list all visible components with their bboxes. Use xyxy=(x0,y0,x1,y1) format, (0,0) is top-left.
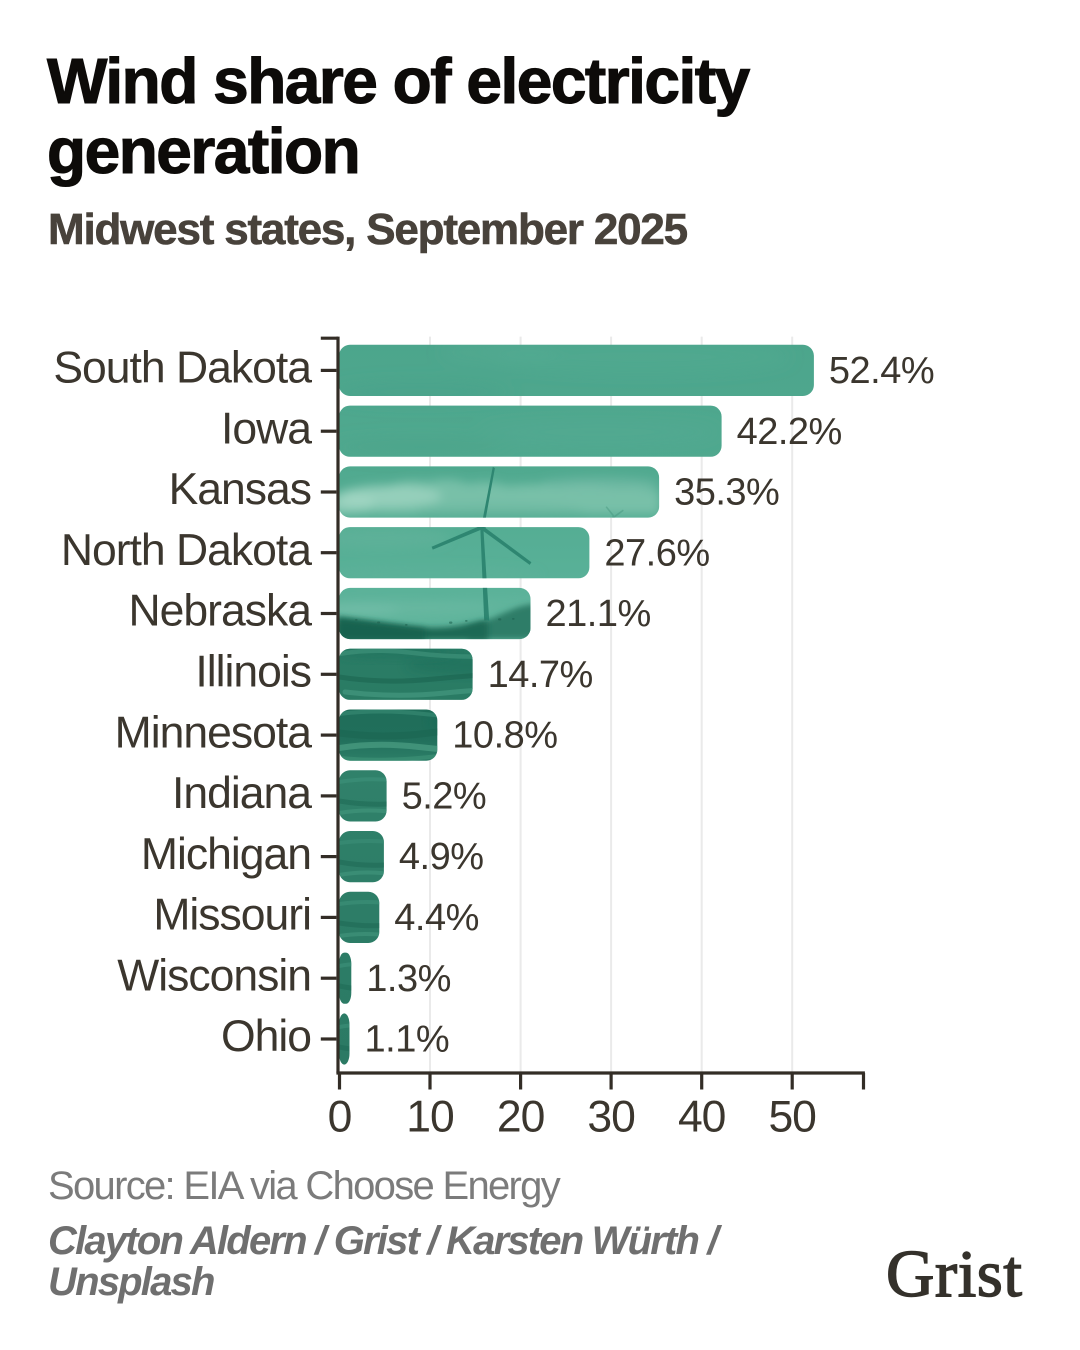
svg-text:35.3%: 35.3% xyxy=(674,472,779,514)
svg-text:Ohio: Ohio xyxy=(221,1012,311,1061)
svg-text:10: 10 xyxy=(406,1093,454,1142)
svg-text:14.7%: 14.7% xyxy=(488,654,593,696)
svg-text:Michigan: Michigan xyxy=(141,830,311,879)
svg-text:0: 0 xyxy=(328,1093,352,1142)
svg-text:52.4%: 52.4% xyxy=(829,350,934,392)
svg-text:40: 40 xyxy=(678,1093,726,1142)
svg-text:Nebraska: Nebraska xyxy=(129,587,313,636)
svg-text:North Dakota: North Dakota xyxy=(61,526,312,575)
svg-text:42.2%: 42.2% xyxy=(737,411,842,453)
svg-text:21.1%: 21.1% xyxy=(546,593,651,635)
svg-text:4.4%: 4.4% xyxy=(394,897,479,939)
svg-text:South Dakota: South Dakota xyxy=(53,344,312,393)
svg-text:Minnesota: Minnesota xyxy=(115,708,313,757)
svg-text:Indiana: Indiana xyxy=(172,769,312,818)
svg-text:Wisconsin: Wisconsin xyxy=(117,951,311,1000)
svg-text:27.6%: 27.6% xyxy=(604,532,709,574)
svg-text:4.9%: 4.9% xyxy=(399,836,484,878)
svg-text:Illinois: Illinois xyxy=(195,648,311,697)
svg-text:Kansas: Kansas xyxy=(169,465,311,514)
svg-text:5.2%: 5.2% xyxy=(402,776,487,818)
svg-text:Missouri: Missouri xyxy=(153,891,311,940)
svg-text:20: 20 xyxy=(497,1093,545,1142)
svg-text:1.3%: 1.3% xyxy=(366,958,451,1000)
svg-text:Iowa: Iowa xyxy=(221,404,312,453)
svg-text:10.8%: 10.8% xyxy=(452,715,557,757)
svg-text:50: 50 xyxy=(768,1093,816,1142)
svg-text:30: 30 xyxy=(587,1093,635,1142)
svg-text:1.1%: 1.1% xyxy=(365,1019,450,1061)
